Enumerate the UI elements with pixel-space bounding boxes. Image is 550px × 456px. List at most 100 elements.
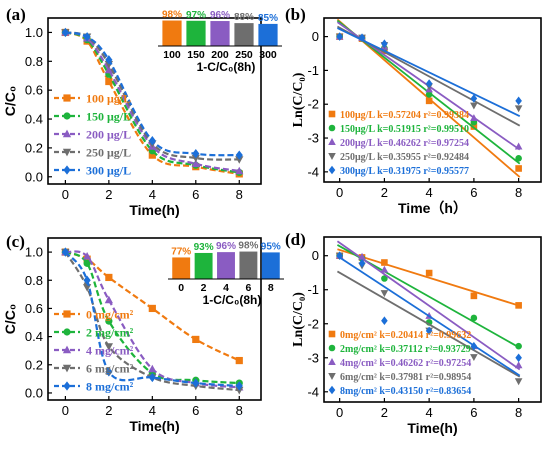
y-tick-label: 0.0 [25,385,43,400]
x-tick-label: 0 [62,187,69,202]
y-axis-label: C/C₀ [2,86,18,116]
legend-marker [328,358,336,365]
legend-label: 0mg/cm² k=0.20414 r²=0.99632 [340,330,471,341]
data-point [61,27,69,38]
data-point [148,136,156,146]
series-5 [336,27,522,118]
inset-tick-label: 0 [178,282,184,294]
series-line [64,251,240,388]
data-point [82,251,92,260]
legend-marker [63,310,71,318]
data-point [83,275,91,285]
y-tick-label: -4 [307,164,319,179]
x-axis-label: Time(h) [407,420,457,436]
y-axis-label: C/C₀ [2,304,18,334]
legend-label: 6mg/cm² k=0.37981 r²=0.98954 [340,372,471,383]
x-tick-label: 8 [515,405,522,420]
y-tick-label: 0.2 [25,357,43,372]
x-tick-label: 0 [336,185,343,200]
legend-label: 2 mg/cm² [86,326,134,340]
data-point [470,292,478,300]
plot-frame [323,236,542,403]
x-tick-label: 0 [336,405,343,420]
plot-frame [47,17,262,185]
legend-marker [63,328,71,336]
fit-line [336,255,521,377]
data-point [192,149,200,159]
fit-line [336,240,521,371]
series-5 [61,247,243,391]
data-point [515,165,522,172]
legend-label: 6 mg/cm² [86,362,134,376]
x-tick-label: 2 [381,405,388,420]
inset-bar-value: 85% [258,13,278,24]
y-tick-label: 0.8 [25,273,43,288]
data-point [61,247,69,257]
legend-marker [63,94,71,102]
inset-bar-chart: 77% 0 93% 2 96% 4 98% 6 95% 8 1-C/C₀(8h) [168,241,284,307]
x-tick-label: 6 [192,187,199,202]
y-tick-label: -2 [307,316,319,331]
data-point [515,342,522,350]
legend-label: 2mg/cm² k=0.37112 r²=0.93729 [340,344,471,355]
inset-bar-value: 97% [186,10,206,21]
legend-marker [62,129,72,138]
data-point [235,150,243,160]
legend-marker [328,344,336,352]
panel-a: (a) 0 2 4 6 8 0.0 0.2 0.4 0.6 0.8 1.0 Time(h) C/C₀ 100… [2,5,282,218]
data-point [515,302,522,309]
y-tick-label: -2 [307,97,319,112]
data-point [425,326,433,336]
y-axis-label: Ln(C/C₀) [291,72,306,127]
y-tick-label: 0 [312,29,319,44]
plot-frame [323,17,542,183]
y-tick-label: 0.4 [25,112,43,127]
legend-marker [328,385,336,395]
y-tick-label: -1 [307,63,319,78]
data-point [105,367,113,377]
data-point [148,372,156,383]
y-tick-label: -4 [307,384,319,399]
x-tick-label: 8 [236,187,243,202]
y-tick-label: -3 [307,350,319,365]
inset-tick-label: 150 [187,49,205,61]
data-point [425,91,433,98]
inset-x-label: 1-C/C₀(8h) [197,60,256,74]
inset-bar-value: 95% [261,241,281,252]
legend-label: 150 μg/L [86,110,131,124]
data-point [381,259,388,266]
legend-label: 200μg/L k=0.46262 r²=0.97254 [340,138,469,149]
data-point [381,275,388,282]
data-point [514,378,523,386]
fit-line [336,270,521,378]
y-tick-label: 0.2 [25,140,43,155]
y-tick-label: 1.0 [25,25,43,40]
inset-tick-label: 100 [163,49,181,61]
x-tick-label: 0 [62,403,69,418]
y-tick-label: -3 [307,131,319,146]
data-point [82,284,92,292]
legend-label: 4mg/cm² k=0.46262 r²=0.97254 [340,358,471,369]
data-point [381,39,388,48]
data-point [470,354,478,362]
y-tick-label: 0.6 [25,83,43,98]
data-point [515,96,522,106]
series-5 [61,27,243,160]
legend-label: 0 mg/cm² [86,308,134,322]
data-point [235,386,244,395]
x-tick-label: 2 [105,187,112,202]
data-point [105,317,113,325]
data-point [148,364,157,373]
legend-marker [328,373,336,380]
data-point [235,356,243,365]
inset-tick-label: 6 [245,282,251,294]
series-5 [336,251,522,377]
x-tick-label: 6 [192,403,199,418]
data-point [191,159,200,168]
data-point [105,77,113,86]
x-tick-label: 6 [470,185,477,200]
legend-label: 300μg/L k=0.31975 r²=0.95577 [340,166,469,177]
data-point [514,142,523,150]
x-tick-label: 2 [381,185,388,200]
